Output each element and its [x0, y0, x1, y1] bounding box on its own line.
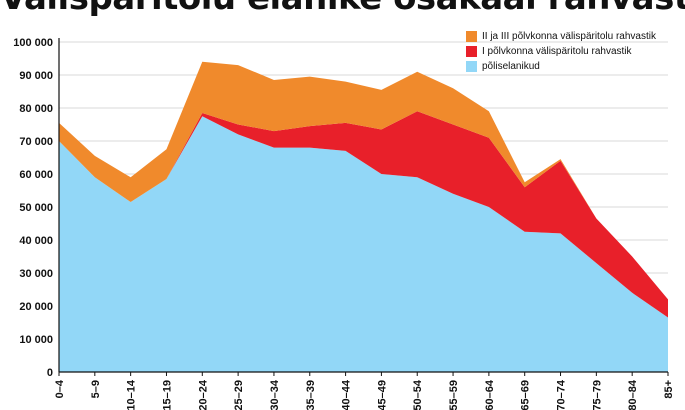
legend-swatch-native — [466, 61, 477, 72]
legend-label-native: põliselanikud — [482, 60, 540, 72]
legend-item-ii-iii: II ja III põlvkonna välispäritolu rahvas… — [466, 29, 656, 44]
x-tick-label: 0–4 — [54, 379, 66, 398]
y-tick-label: 80 000 — [19, 103, 53, 115]
x-tick-label: 80–84 — [627, 379, 639, 410]
legend: II ja III põlvkonna välispäritolu rahvas… — [466, 29, 656, 74]
x-tick-label: 5–9 — [90, 380, 102, 398]
x-tick-label: 20–24 — [197, 379, 209, 410]
y-tick-label: 40 000 — [19, 235, 53, 247]
x-tick-label: 35–39 — [305, 380, 317, 410]
x-tick-label: 15–19 — [161, 380, 173, 410]
legend-item-i: I põlvkonna välispäritolu rahvastik — [466, 44, 656, 59]
x-tick-label: 45–49 — [376, 380, 388, 410]
series-area-2 — [59, 61, 668, 300]
x-tick-label: 50–54 — [412, 379, 424, 410]
y-tick-label: 90 000 — [19, 70, 53, 82]
y-tick-label: 50 000 — [19, 202, 53, 214]
x-tick-label: 65–69 — [520, 380, 532, 410]
x-tick-label: 70–74 — [556, 379, 568, 410]
x-tick-label: 30–34 — [269, 379, 281, 410]
legend-item-native: põliselanikud — [466, 59, 656, 74]
legend-swatch-ii-iii — [466, 31, 477, 42]
legend-label-i: I põlvkonna välispäritolu rahvastik — [482, 45, 632, 57]
x-tick-label: 40–44 — [341, 379, 353, 410]
x-tick-label: 85+ — [663, 380, 675, 399]
y-tick-label: 0 — [47, 367, 53, 379]
y-tick-label: 20 000 — [19, 301, 53, 313]
y-tick-label: 30 000 — [19, 268, 53, 280]
chart-title: Välispäritolu elanike osakaal rahvastiku… — [0, 0, 685, 18]
y-axis-ticks: 0 10 000 20 000 30 000 40 000 50 000 60 000 70 … — [13, 37, 53, 379]
legend-swatch-i — [466, 46, 477, 57]
legend-label-ii-iii: II ja III põlvkonna välispäritolu rahvas… — [482, 30, 656, 42]
x-tick-label: 10–14 — [126, 379, 138, 410]
series-area-0 — [59, 116, 668, 372]
axes — [58, 38, 669, 376]
x-axis-ticks: 0–4 5–9 10–14 15–19 20–24 25–29 30–34 35–39 40–4… — [54, 379, 675, 410]
y-tick-label: 60 000 — [19, 169, 53, 181]
y-tick-label: 100 000 — [13, 37, 53, 49]
x-tick-label: 25–29 — [233, 380, 245, 410]
x-tick-label: 75–79 — [591, 380, 603, 410]
series-areas — [59, 61, 668, 372]
x-tick-label: 60–64 — [484, 379, 496, 410]
x-tick-label: 55–59 — [448, 380, 460, 410]
y-tick-label: 10 000 — [19, 334, 53, 346]
y-tick-label: 70 000 — [19, 136, 53, 148]
series-area-1 — [59, 111, 668, 318]
